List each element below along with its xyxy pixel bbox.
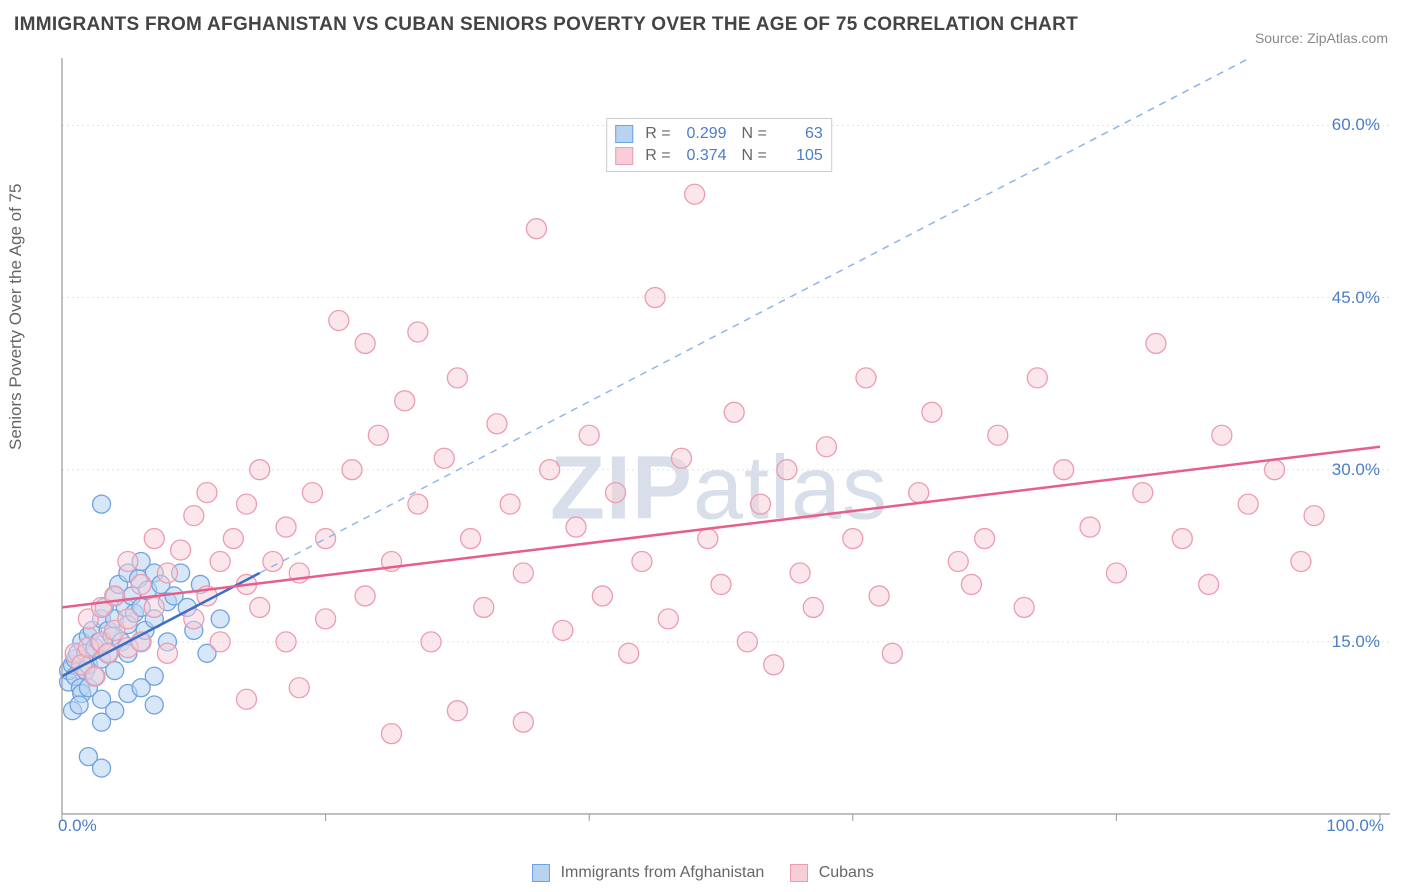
legend-n-label: N = [733, 123, 767, 145]
source-attribution: Source: ZipAtlas.com [1255, 30, 1388, 46]
swatch-pink-icon [790, 864, 808, 882]
chart-title: IMMIGRANTS FROM AFGHANISTAN VS CUBAN SEN… [14, 14, 1078, 36]
correlation-legend: R = 0.299 N = 63 R = 0.374 N = 105 [606, 118, 832, 172]
legend-item-pink: Cubans [790, 864, 874, 882]
series-legend: Immigrants from Afghanistan Cubans [0, 864, 1406, 882]
y-tick-label: 30.0% [1332, 460, 1380, 480]
y-axis-label: Seniors Poverty Over the Age of 75 [6, 184, 26, 450]
legend-blue-r: 0.299 [677, 123, 727, 145]
legend-pink-r: 0.374 [677, 145, 727, 167]
swatch-blue [615, 125, 633, 143]
y-tick-label: 45.0% [1332, 288, 1380, 308]
x-tick-label: 100.0% [1326, 816, 1384, 836]
plot-area: ZIPatlas 15.0%30.0%45.0%60.0% 0.0%100.0%… [48, 58, 1390, 828]
legend-r-label: R = [645, 123, 670, 145]
swatch-blue-icon [532, 864, 550, 882]
chart-container: IMMIGRANTS FROM AFGHANISTAN VS CUBAN SEN… [0, 0, 1406, 892]
legend-row-blue: R = 0.299 N = 63 [615, 123, 823, 145]
legend-r-label: R = [645, 145, 670, 167]
swatch-pink [615, 147, 633, 165]
axis-layer [48, 58, 1390, 828]
legend-blue-n: 63 [773, 123, 823, 145]
x-tick-label: 0.0% [58, 816, 97, 836]
source-label: Source: [1255, 30, 1303, 46]
legend-n-label: N = [733, 145, 767, 167]
y-tick-label: 15.0% [1332, 632, 1380, 652]
y-tick-label: 60.0% [1332, 115, 1380, 135]
legend-item-blue: Immigrants from Afghanistan [532, 864, 764, 882]
legend-blue-label: Immigrants from Afghanistan [561, 864, 765, 881]
source-link[interactable]: ZipAtlas.com [1307, 30, 1388, 46]
legend-pink-label: Cubans [819, 864, 874, 881]
legend-pink-n: 105 [773, 145, 823, 167]
legend-row-pink: R = 0.374 N = 105 [615, 145, 823, 167]
